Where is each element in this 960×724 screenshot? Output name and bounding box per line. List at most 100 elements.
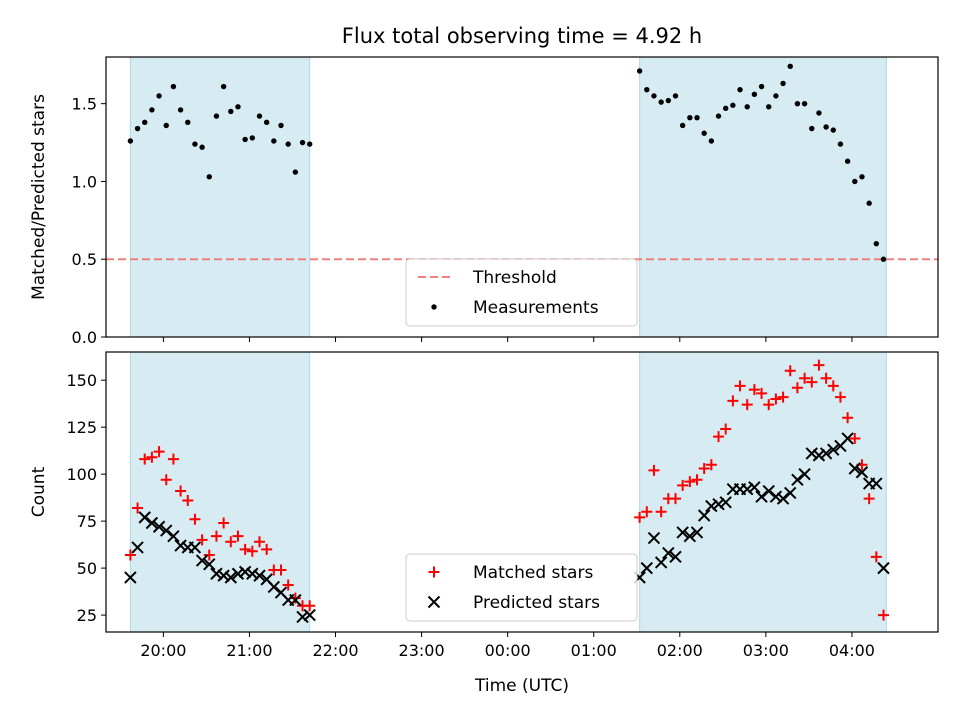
predicted-star-point [167, 529, 180, 543]
predicted-star-point [238, 565, 252, 579]
predicted-star-point [762, 484, 775, 498]
predicted-star-point [712, 498, 725, 511]
x-axis-label: Time (UTC) [474, 676, 569, 696]
measurement-point [163, 122, 169, 129]
measurement-point [235, 104, 241, 110]
measurement-point [722, 105, 729, 112]
matched-star-point [863, 493, 875, 505]
measurement-point [794, 100, 801, 107]
measurement-point [694, 114, 700, 121]
predicted-star-point [669, 550, 682, 564]
measurement-point [256, 113, 263, 119]
predicted-star-point [145, 516, 159, 530]
predicted-star-point [217, 569, 230, 582]
predicted-star-point [253, 569, 266, 582]
predicted-star-point [705, 499, 718, 513]
matched-star-point [713, 431, 725, 443]
observing-span [639, 352, 887, 632]
predicted-star-point [877, 561, 890, 575]
x-tick-label: 01:00 [571, 641, 617, 660]
predicted-star-point [289, 593, 302, 607]
matched-star-point [139, 453, 151, 465]
predicted-star-point [848, 462, 862, 475]
matched-star-point [218, 517, 230, 529]
measurement-point [852, 178, 858, 185]
predicted-star-point [231, 567, 245, 580]
measurement-point [651, 93, 657, 99]
measurement-point [658, 99, 664, 105]
measurement-point [199, 144, 205, 150]
bottom-panel: 25 50 75 100 125 150 20:00 21:00 22:00 23:00 00:00… [29, 351, 939, 660]
y-tick-label: 1.0 [72, 172, 97, 191]
measurement-point [278, 122, 284, 129]
matched-star-point [232, 530, 244, 542]
measurement-point [787, 63, 793, 70]
y-tick-label: 100 [66, 465, 97, 484]
matched-star-point [791, 382, 803, 394]
measurement-point [873, 240, 880, 247]
y-tick-label: 125 [66, 418, 97, 437]
x-tick-label: 00:00 [485, 641, 531, 660]
measurement-point [156, 93, 162, 99]
predicted-star-point [812, 449, 826, 462]
predicted-star-point [152, 520, 166, 533]
measurement-point [672, 93, 679, 99]
legend-predicted-swatch [427, 595, 441, 609]
matched-star-point [870, 551, 882, 563]
matched-star-point [677, 479, 689, 491]
predicted-star-point [654, 556, 668, 569]
predicted-star-point [640, 561, 654, 575]
matched-star-point [669, 493, 681, 505]
measurement-point [292, 169, 299, 175]
matched-star-point [763, 399, 775, 411]
predicted-star-point [131, 541, 144, 554]
measurement-point [249, 135, 256, 141]
measurement-point [766, 104, 772, 110]
matched-star-point [698, 463, 710, 475]
matched-star-point [132, 502, 144, 514]
matched-star-point [275, 564, 287, 576]
matched-star-point [196, 534, 208, 546]
measurement-point [708, 138, 715, 144]
matched-star-point [261, 543, 273, 555]
measurement-point [823, 124, 829, 130]
matched-star-point [160, 474, 172, 486]
measurement-point [773, 93, 779, 99]
matched-star-point [806, 376, 818, 388]
axes-frame [105, 351, 939, 633]
matched-star-point [741, 399, 753, 411]
measurement-point [679, 122, 686, 129]
predicted-star-point [690, 526, 704, 539]
x-tick-label: 02:00 [657, 641, 703, 660]
measurement-point [271, 138, 277, 144]
measurement-point [801, 100, 808, 107]
measurement-point [185, 119, 191, 126]
predicted-star-point [819, 447, 833, 460]
matched-star-point [727, 395, 739, 407]
measurement-point [751, 91, 758, 98]
matched-star-point [784, 365, 796, 377]
matched-star-point [153, 446, 165, 458]
y-tick-label: 1.5 [72, 95, 97, 114]
predicted-star-point [647, 531, 661, 545]
y-axis-label: Matched/Predicted stars [29, 94, 49, 300]
predicted-star-point [188, 541, 202, 554]
y-tick-label: 0.5 [72, 250, 97, 269]
legend-box [405, 553, 638, 622]
predicted-star-point [748, 481, 761, 494]
matched-star-point [124, 549, 136, 561]
matched-star-point [834, 391, 846, 403]
matched-star-point [684, 476, 696, 488]
matched-star-point [641, 506, 653, 518]
chart-title: Flux total observing time = 4.92 h [342, 24, 702, 48]
legend-label: Threshold [472, 268, 557, 288]
legend-matched-swatch [428, 566, 440, 578]
predicted-star-point [195, 554, 209, 567]
matched-star-point [189, 513, 201, 525]
matched-star-point [210, 530, 222, 542]
measurement-point [306, 141, 313, 147]
matched-star-point [691, 474, 703, 486]
predicted-star-point [870, 477, 883, 490]
matched-star-point [304, 600, 316, 612]
